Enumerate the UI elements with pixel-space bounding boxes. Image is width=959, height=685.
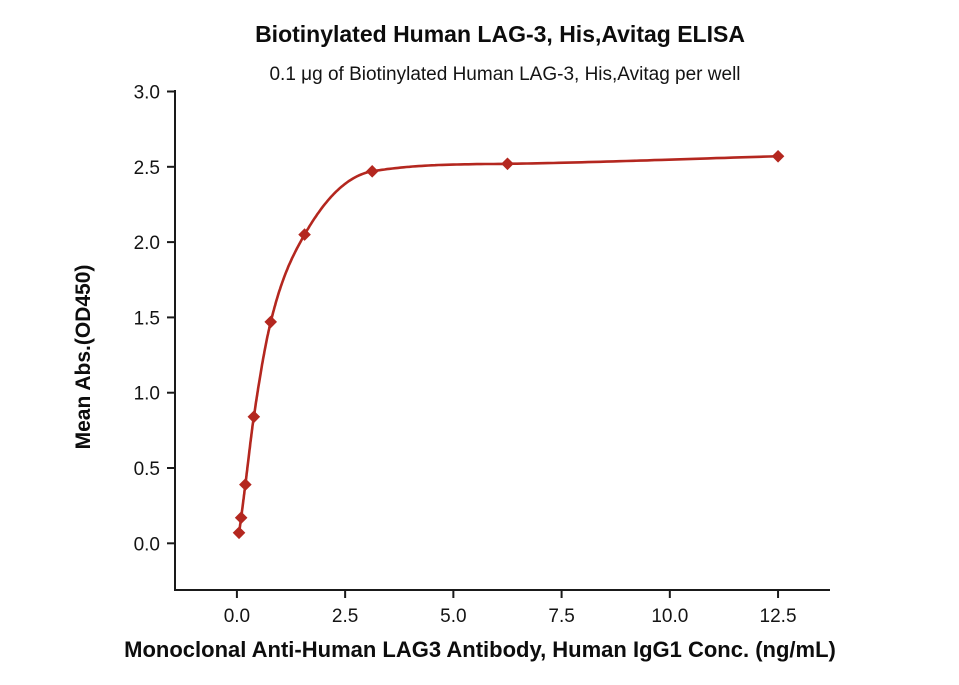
x-tick-label: 0.0 (224, 606, 250, 627)
x-tick-label: 5.0 (440, 606, 466, 627)
data-point (264, 315, 278, 329)
data-point (771, 149, 785, 163)
chart-subtitle: 0.1 μg of Biotinylated Human LAG-3, His,… (269, 64, 740, 85)
x-tick-label: 10.0 (651, 606, 688, 627)
y-tick-label: 0.5 (134, 459, 160, 480)
data-point (501, 157, 514, 171)
x-tick-label: 2.5 (332, 606, 358, 627)
chart-title: Biotinylated Human LAG-3, His,Avitag ELI… (255, 21, 745, 47)
axes-frame (174, 90, 830, 591)
fit-curve (237, 155, 779, 534)
data-point (234, 511, 248, 525)
y-axis-label: Mean Abs.(OD450) (72, 265, 95, 450)
y-tick-label: 0.0 (134, 534, 160, 555)
y-tick-label: 3.0 (134, 83, 160, 104)
data-point (365, 165, 379, 178)
data-point (239, 478, 252, 491)
y-tick-label: 2.0 (134, 233, 160, 254)
y-tick-label: 1.0 (134, 384, 160, 405)
x-tick-label: 12.5 (760, 606, 797, 627)
y-tick-label: 1.5 (134, 308, 160, 329)
data-point (232, 526, 246, 540)
plot-area: 0.0 0.5 1.0 1.5 2.0 2.5 3.0 0.0 2.5 5.0 7.5 10.0 12.… (134, 83, 830, 627)
y-tick-label: 2.5 (134, 158, 160, 179)
x-tick-label: 7.5 (548, 606, 574, 627)
data-point (298, 228, 311, 241)
x-axis-label: Monoclonal Anti-Human LAG3 Antibody, Hum… (124, 637, 836, 662)
data-point (247, 410, 261, 424)
